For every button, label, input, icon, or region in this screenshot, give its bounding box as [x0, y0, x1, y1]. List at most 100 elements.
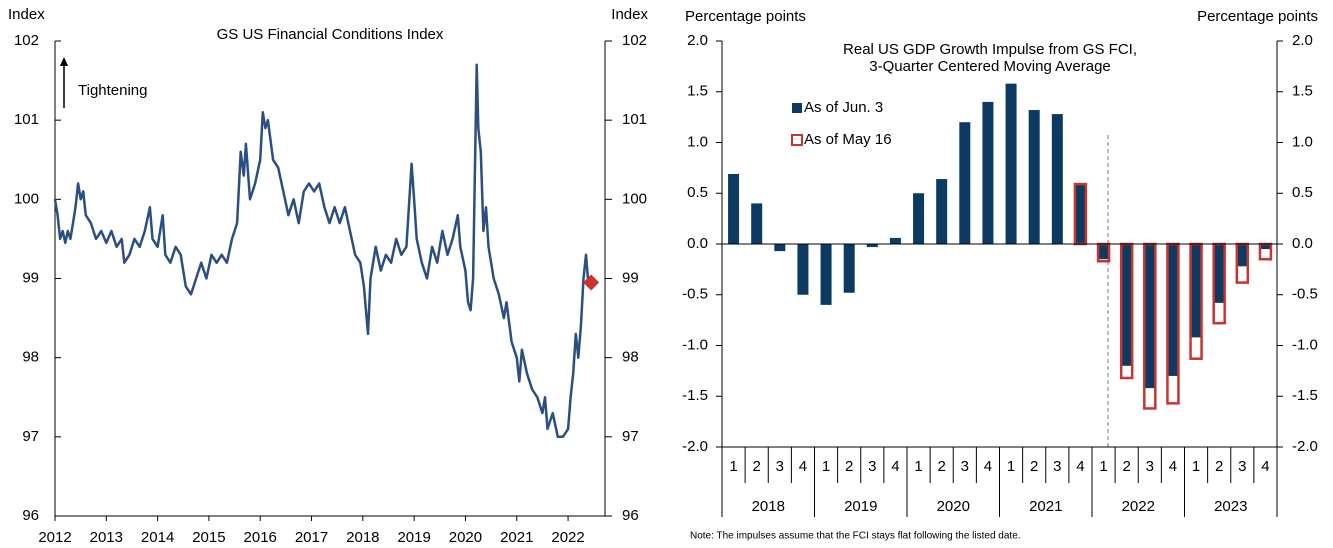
note: Note: The impulses assume that the FCI s… — [690, 531, 1021, 542]
bar — [751, 203, 763, 244]
x-tick-label: 2 — [1123, 458, 1131, 475]
y-tick-label: -0.5 — [682, 286, 708, 303]
y2-tick-label: -0.5 — [1292, 286, 1318, 303]
x-tick-label: 4 — [1076, 458, 1084, 475]
y2-tick-label: 0.0 — [1292, 235, 1313, 252]
y-tick-label: 0.5 — [687, 184, 708, 201]
bar — [1028, 110, 1040, 245]
x-tick-label: 3 — [776, 458, 784, 475]
x-tick-label: 4 — [799, 458, 807, 475]
y2-tick-label: 99 — [622, 269, 639, 286]
x-tick-label: 2016 — [244, 529, 277, 546]
y2-tick-label: 2.0 — [1292, 32, 1313, 49]
bar — [982, 101, 994, 245]
y2-axis-label: Index — [611, 6, 648, 23]
bar — [728, 173, 740, 244]
y2-tick-label: -2.0 — [1292, 438, 1318, 455]
y2-tick-label: 98 — [622, 349, 639, 366]
bar — [774, 244, 786, 252]
y-tick-label: 1.0 — [687, 133, 708, 150]
y-tick-label: 98 — [22, 349, 39, 366]
bar — [866, 244, 878, 248]
x-tick-label: 2 — [1030, 458, 1038, 475]
latest-marker — [583, 274, 600, 291]
x-tick-label: 3 — [1053, 458, 1061, 475]
y-tick-label: 1.5 — [687, 83, 708, 100]
bar — [1190, 244, 1202, 338]
group-label: 2020 — [937, 498, 970, 515]
x-tick-label: 2013 — [90, 529, 123, 546]
legend-swatch — [791, 134, 803, 146]
group-label: 2021 — [1029, 498, 1062, 515]
x-tick-label: 3 — [868, 458, 876, 475]
y2-axis-label: Percentage points — [1197, 8, 1318, 25]
bar — [913, 193, 925, 244]
bar — [1005, 83, 1017, 244]
y-tick-label: -1.0 — [682, 336, 708, 353]
y2-tick-label: 96 — [622, 507, 639, 524]
group-label: 2023 — [1214, 498, 1247, 515]
y-axis-label: Percentage points — [685, 8, 806, 25]
x-tick-label: 1 — [1099, 458, 1107, 475]
y-tick-label: 102 — [14, 32, 39, 49]
chart-title: GS US Financial Conditions Index — [217, 26, 444, 43]
x-tick-label: 2019 — [397, 529, 430, 546]
x-tick-label: 2017 — [295, 529, 328, 546]
x-tick-label: 2 — [1215, 458, 1223, 475]
y-axis-label: Index — [8, 6, 45, 23]
bar — [1098, 244, 1110, 260]
x-tick-label: 2015 — [192, 529, 225, 546]
y2-tick-label: 102 — [622, 32, 647, 49]
chart-title: Real US GDP Growth Impulse from GS FCI, — [843, 41, 1137, 58]
x-tick-label: 1 — [822, 458, 830, 475]
bar — [1144, 244, 1156, 389]
y-tick-label: 2.0 — [687, 32, 708, 49]
y-tick-label: 99 — [22, 269, 39, 286]
y-tick-label: -1.5 — [682, 387, 708, 404]
y2-tick-label: -1.5 — [1292, 387, 1318, 404]
bar — [797, 244, 809, 295]
y-tick-label: 96 — [22, 507, 39, 524]
x-tick-label: 2012 — [38, 529, 71, 546]
chart-title: 3-Quarter Centered Moving Average — [869, 58, 1111, 75]
x-tick-label: 3 — [1238, 458, 1246, 475]
y2-tick-label: 1.0 — [1292, 133, 1313, 150]
legend-label: As of May 16 — [804, 131, 892, 148]
x-tick-label: 1 — [1007, 458, 1015, 475]
x-tick-label: 4 — [1169, 458, 1177, 475]
y-tick-label: 0.0 — [687, 235, 708, 252]
y2-tick-label: 97 — [622, 428, 639, 445]
legend-swatch — [792, 103, 802, 113]
x-tick-label: 4 — [1261, 458, 1269, 475]
y-tick-label: -2.0 — [682, 438, 708, 455]
group-label: 2018 — [752, 498, 785, 515]
x-tick-label: 2018 — [346, 529, 379, 546]
x-tick-label: 2 — [845, 458, 853, 475]
bar — [1213, 244, 1225, 303]
y2-tick-label: 100 — [622, 190, 647, 207]
bar — [843, 244, 855, 293]
x-tick-label: 4 — [984, 458, 992, 475]
y-tick-label: 97 — [22, 428, 39, 445]
bar — [1167, 244, 1179, 376]
bar — [959, 122, 971, 244]
x-tick-label: 3 — [1146, 458, 1154, 475]
group-label: 2019 — [844, 498, 877, 515]
bar — [1051, 114, 1063, 244]
x-tick-label: 2020 — [449, 529, 482, 546]
arrow-head — [60, 57, 68, 66]
y2-tick-label: 0.5 — [1292, 184, 1313, 201]
bar — [1259, 244, 1271, 250]
x-tick-label: 2021 — [500, 529, 533, 546]
x-tick-label: 2014 — [141, 529, 174, 546]
bar — [889, 237, 901, 244]
bar — [1121, 244, 1133, 366]
legend-label: As of Jun. 3 — [804, 99, 883, 116]
x-tick-label: 1 — [729, 458, 737, 475]
y-tick-label: 101 — [14, 111, 39, 128]
annotation: Tightening — [78, 82, 148, 99]
y2-tick-label: 1.5 — [1292, 83, 1313, 100]
x-tick-label: 2 — [938, 458, 946, 475]
x-tick-label: 1 — [1192, 458, 1200, 475]
